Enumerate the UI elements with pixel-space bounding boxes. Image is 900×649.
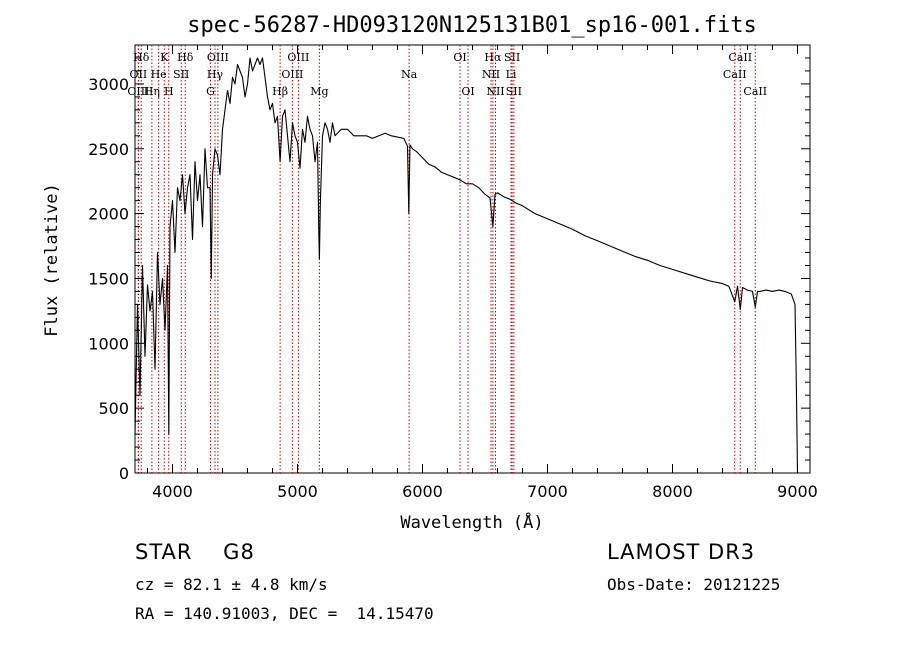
spectral-line-label: G [206, 85, 215, 98]
spectral-line-label: He [151, 68, 167, 81]
spectral-line-label: OIII [127, 85, 149, 98]
object-class: STAR G8 [135, 540, 255, 564]
y-tick-label: 2000 [88, 205, 129, 224]
spectral-line-label: OI [453, 51, 466, 64]
spectral-line-label: SII [504, 51, 520, 64]
chart-title: spec-56287-HD093120N125131B01_sp16-001.f… [187, 13, 757, 38]
y-tick-label: 500 [98, 399, 129, 418]
spectral-line-label: Hδ [177, 51, 194, 64]
plot-border [134, 44, 811, 474]
y-tick-label: 3000 [88, 75, 129, 94]
spectral-line-label: NII [482, 68, 500, 81]
spectral-line-label: Hα [484, 51, 502, 64]
x-tick-label: 7000 [527, 482, 568, 501]
spectral-line-label: Li [506, 68, 517, 81]
x-axis: 4000 5000 6000 7000 8000 9000 [147, 45, 818, 501]
x-tick-label: 6000 [402, 482, 443, 501]
spectral-line-label: OIII [281, 68, 303, 81]
y-axis-label: Flux (relative) [42, 183, 62, 337]
spectrum-line [134, 57, 799, 474]
spectral-line-label: SII [506, 85, 522, 98]
y-axis: 0 500 1000 1500 2000 2500 3000 [88, 57, 810, 483]
spectral-line-label: K [160, 51, 169, 64]
spectral-line-label: OIII [287, 51, 309, 64]
survey-name: LAMOST DR3 [607, 540, 756, 564]
spectral-line-label: CaII [723, 68, 747, 81]
spectral-line-label: Hδ [133, 51, 150, 64]
spectral-line-label: CaII [743, 85, 767, 98]
spectral-line-label: OIII [207, 51, 229, 64]
x-tick-label: 9000 [777, 482, 818, 501]
plot-frame [134, 44, 811, 474]
spectral-line-label: NII [486, 85, 504, 98]
spectral-line-label: H [164, 85, 174, 98]
spectral-line-label: Hγ [207, 68, 224, 81]
y-tick-label: 2500 [88, 140, 129, 159]
x-tick-label: 4000 [152, 482, 193, 501]
y-tick-label: 1000 [88, 334, 129, 353]
x-tick-label: 8000 [652, 482, 693, 501]
spectral-line-label: Hβ [272, 85, 288, 98]
y-tick-label: 0 [119, 464, 129, 483]
sky-coordinates: RA = 140.91003, DEC = 14.15470 [135, 604, 434, 623]
spectral-line-label: Mg [310, 85, 328, 98]
redshift-velocity: cz = 82.1 ± 4.8 km/s [135, 575, 328, 594]
observation-date: Obs-Date: 20121225 [607, 575, 781, 594]
spectrum-series [134, 57, 799, 474]
x-axis-label: Wavelength (Å) [400, 511, 543, 533]
spectral-line-label: SII [173, 68, 189, 81]
spectral-line-label: CaII [728, 51, 752, 64]
spectral-line-label: Hη [144, 85, 160, 98]
spectral-line-label: OI [461, 85, 474, 98]
spectral-line-label: Na [401, 68, 418, 81]
y-tick-label: 1500 [88, 269, 129, 288]
x-tick-label: 5000 [277, 482, 318, 501]
